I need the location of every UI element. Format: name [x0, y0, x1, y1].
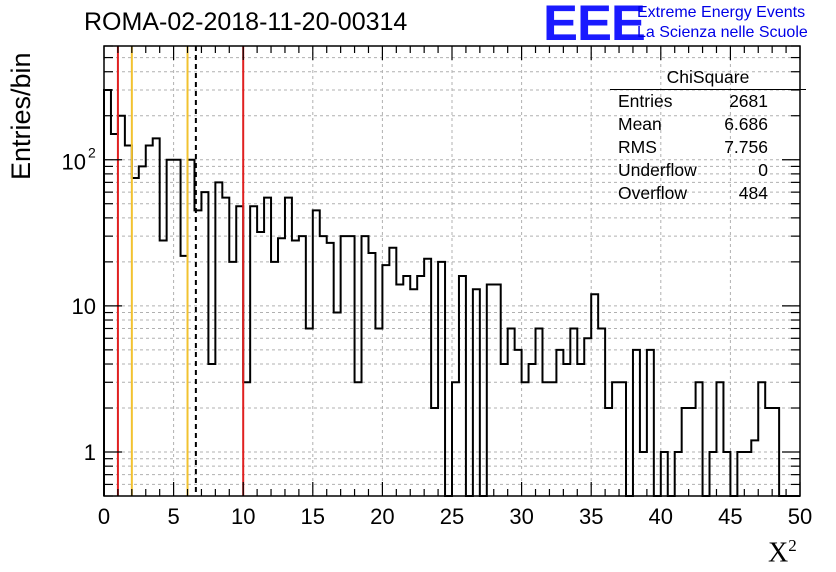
x-tick-label: 50 — [788, 504, 812, 529]
stats-value: 0 — [758, 160, 768, 180]
stats-value: 484 — [738, 183, 768, 203]
stats-label: Entries — [618, 91, 673, 111]
x-tick-label: 10 — [231, 504, 255, 529]
stats-label: Underflow — [618, 160, 697, 180]
stats-box-name: ChiSquare — [610, 66, 806, 90]
stats-row-mean: Mean 6.686 — [610, 113, 806, 136]
x-tick-label: 20 — [370, 504, 394, 529]
x-axis-label: X2 — [768, 536, 797, 569]
logo-line-1: Extreme Energy Events — [637, 4, 806, 21]
logo-line-2: La Scienza nelle Scuole — [637, 24, 808, 41]
stats-value: 7.756 — [724, 137, 768, 157]
stats-row-underflow: Underflow 0 — [610, 159, 806, 182]
x-tick-label: 25 — [440, 504, 464, 529]
stats-row-entries: Entries 2681 — [610, 90, 806, 113]
y-tick-label: 10 — [72, 294, 96, 319]
stats-label: Overflow — [618, 183, 688, 203]
eee-logo: EEE — [543, 0, 646, 51]
stats-label: RMS — [618, 137, 657, 157]
y-tick-label: 10 — [62, 150, 86, 175]
stats-box: ChiSquare Entries 2681 Mean 6.686 RMS 7.… — [610, 66, 806, 205]
x-tick-label: 30 — [509, 504, 533, 529]
y-tick-label-exponent: 2 — [88, 145, 96, 161]
stats-row-overflow: Overflow 484 — [610, 182, 806, 205]
stats-value: 2681 — [729, 91, 768, 111]
y-tick-label: 1 — [84, 440, 96, 465]
x-tick-label: 5 — [167, 504, 179, 529]
threshold-lines — [116, 46, 245, 496]
x-tick-label: 0 — [98, 504, 110, 529]
x-axis-label-exponent: 2 — [788, 536, 797, 555]
x-axis-label-base: X — [768, 537, 789, 569]
x-tick-label: 35 — [579, 504, 603, 529]
stats-value: 6.686 — [724, 114, 768, 134]
y-axis-label: Entries/bin — [6, 52, 36, 180]
stats-label: Mean — [618, 114, 662, 134]
x-tick-label: 15 — [301, 504, 325, 529]
stats-row-rms: RMS 7.756 — [610, 136, 806, 159]
x-tick-label: 45 — [718, 504, 742, 529]
chart-title: ROMA-02-2018-11-20-00314 — [84, 8, 408, 36]
x-tick-label: 40 — [649, 504, 673, 529]
